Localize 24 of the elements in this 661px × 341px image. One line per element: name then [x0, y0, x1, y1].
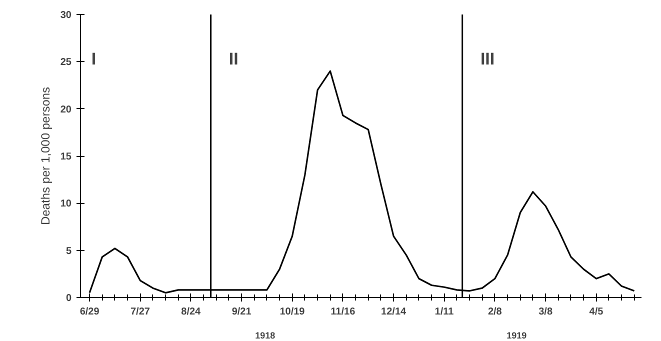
- x-tick-label: 9/21: [232, 306, 252, 318]
- text: 1919: [506, 330, 527, 340]
- y-tick-label: 20: [60, 104, 72, 116]
- x-tick-label: 4/5: [589, 306, 604, 318]
- x-tick-label: 3/8: [538, 306, 553, 318]
- x-tick-label: 6/29: [80, 306, 100, 318]
- y-tick-label: 30: [60, 10, 72, 21]
- y-tick-label: 0: [66, 293, 72, 304]
- ref-line-label: III: [480, 49, 495, 68]
- x-tick-label: 11/16: [330, 306, 356, 318]
- x-tick-label: 12/14: [381, 306, 407, 318]
- y-axis-title: Deaths per 1,000 persons: [38, 86, 52, 226]
- x-tick-label: 1/11: [434, 306, 454, 318]
- x-tick-label: 8/24: [181, 306, 202, 318]
- ref-line-label: II: [228, 49, 238, 68]
- y-tick-label: 10: [60, 198, 72, 210]
- y-tick-label: 25: [60, 57, 72, 68]
- y-tick-label: 15: [60, 152, 72, 162]
- x-tick-label: 2/8: [488, 306, 502, 318]
- annotation: I: [91, 49, 96, 68]
- x-tick-label: 10/19: [280, 306, 306, 318]
- x-tick-label: 7/27: [130, 306, 150, 318]
- text: 1918: [255, 330, 276, 340]
- y-tick-label: 5: [66, 246, 72, 257]
